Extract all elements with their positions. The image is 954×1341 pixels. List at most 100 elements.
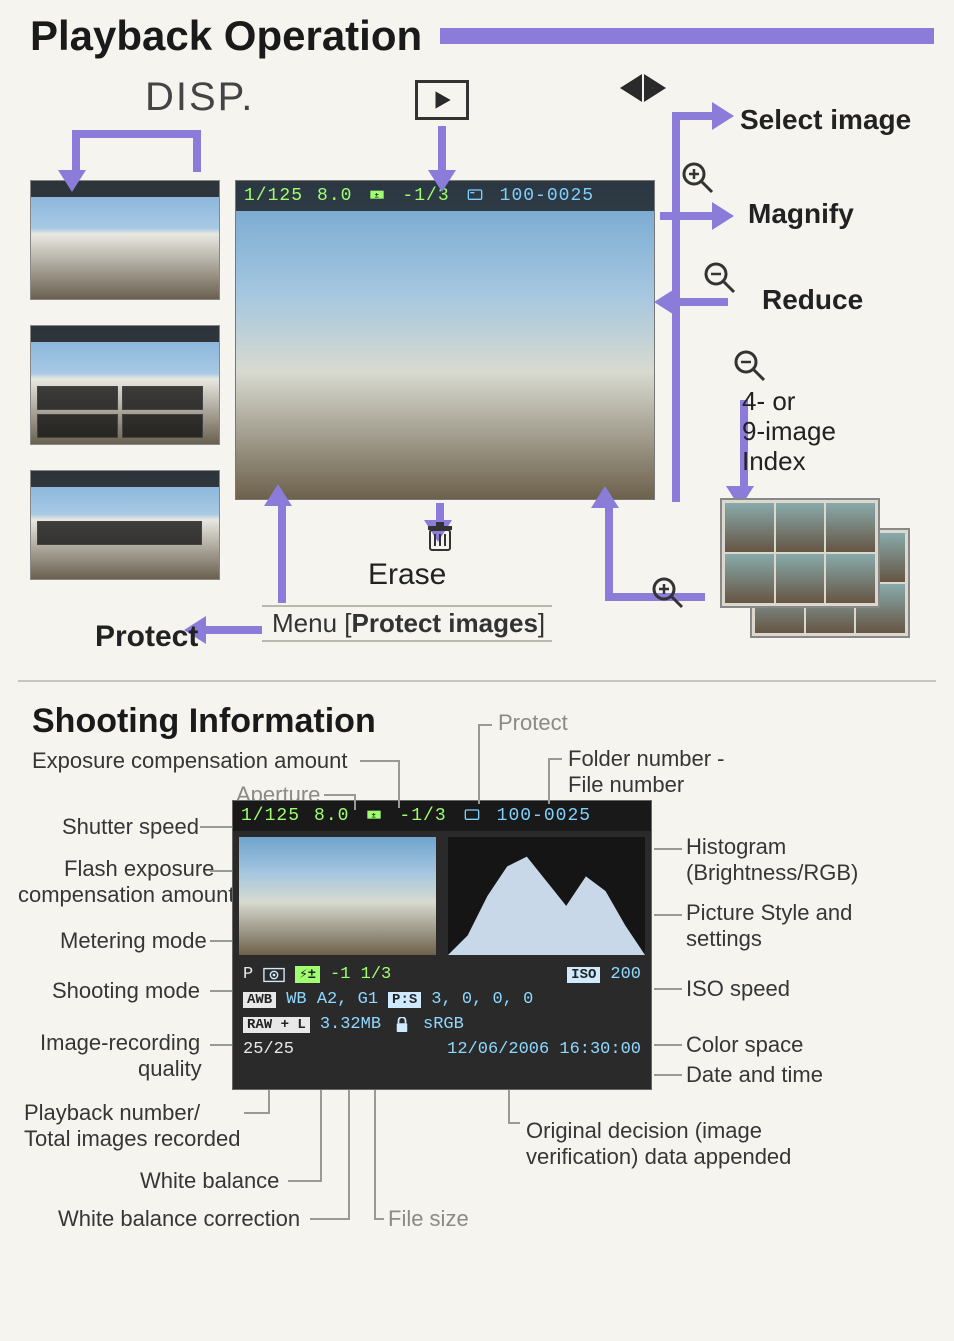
lead-folderfile-h — [548, 758, 562, 760]
iso-box: ISO — [567, 967, 600, 983]
arrowhead-disp — [58, 170, 86, 192]
index-magnify-icon[interactable] — [650, 575, 686, 611]
lead-wb-v — [320, 1090, 322, 1182]
arrowhead-select — [712, 102, 734, 130]
lead-cspace — [654, 1044, 682, 1046]
info-wbshift: WB A2, G1 — [286, 990, 378, 1009]
prev-icon[interactable] — [620, 74, 642, 102]
disp-label: DISP. — [145, 75, 254, 120]
lead-wbcorr-h — [310, 1218, 350, 1220]
co-orig2: verification) data appended — [526, 1144, 791, 1170]
info-mode: P — [243, 965, 253, 984]
nav-arrows[interactable] — [620, 74, 666, 102]
svg-text:±: ± — [375, 192, 380, 200]
playback-title: Playback Operation — [30, 12, 440, 60]
info-aperture: 8.0 — [314, 806, 349, 826]
arrowhead-reduce — [654, 288, 676, 316]
shooting-title: Shooting Information — [32, 702, 376, 741]
label-reduce: Reduce — [762, 284, 863, 316]
co-expcomp: Exposure compensation amount — [32, 748, 348, 774]
lead-aperture-v — [354, 794, 356, 810]
co-wbcorr: White balance correction — [58, 1206, 300, 1232]
index-icon[interactable] — [732, 348, 768, 384]
arrow-protect-h — [202, 626, 262, 634]
arrow-disp-v — [72, 130, 80, 174]
next-icon[interactable] — [644, 74, 666, 102]
co-datetime: Date and time — [686, 1062, 823, 1088]
co-metering: Metering mode — [60, 928, 207, 954]
svg-text:±: ± — [372, 812, 377, 820]
lead-expcomp-h — [360, 760, 400, 762]
co-pic1: Picture Style and — [686, 900, 852, 926]
quality-box: RAW + L — [243, 1017, 310, 1033]
flash-ev-box: ⚡± — [295, 966, 320, 983]
lead-iso — [654, 988, 682, 990]
co-shootmode: Shooting mode — [52, 978, 200, 1004]
thumb-basic — [30, 180, 220, 300]
lead-quality — [210, 1044, 232, 1046]
lock-icon — [391, 1017, 413, 1033]
co-flash1: Flash exposure — [64, 856, 214, 882]
arrow-play-to-main — [438, 126, 446, 174]
play-icon[interactable] — [415, 80, 469, 120]
info-size: 3.32MB — [320, 1015, 381, 1034]
info-picstyle: 3, 0, 0, 0 — [431, 990, 533, 1009]
arrow-index-v — [605, 505, 613, 595]
lead-shutter — [200, 826, 232, 828]
arrow-magnify — [660, 212, 716, 220]
metering-icon — [263, 967, 285, 983]
arrowhead-play — [428, 170, 456, 192]
info-folderfile: 100-0025 — [497, 806, 591, 826]
lead-folderfile-v — [548, 758, 550, 804]
label-index-2: 9-image — [742, 416, 836, 447]
co-protect: Protect — [498, 710, 568, 736]
co-colorspace: Color space — [686, 1032, 803, 1058]
ev-icon: ± — [366, 188, 388, 204]
co-pic2: settings — [686, 926, 762, 952]
osd-shutter: 1/125 — [244, 186, 303, 206]
lead-pic — [654, 914, 682, 916]
info-iso: 200 — [610, 965, 641, 984]
lead-histo — [654, 848, 682, 850]
co-histo1: Histogram — [686, 834, 786, 860]
co-playnum2: Total images recorded — [24, 1126, 240, 1152]
protect-menu: Menu [Protect images] — [272, 608, 545, 639]
label-erase: Erase — [368, 558, 446, 592]
magnify-minus-icon[interactable] — [702, 260, 738, 296]
co-histo2: (Brightness/RGB) — [686, 860, 858, 886]
lead-orig-h — [508, 1122, 520, 1124]
co-flash2: compensation amount — [18, 882, 234, 908]
label-magnify: Magnify — [748, 198, 854, 230]
protect-menu-underline — [262, 605, 552, 607]
thumb-histogram — [30, 325, 220, 445]
card-icon — [464, 188, 486, 204]
co-iso: ISO speed — [686, 976, 790, 1002]
co-quality2: quality — [138, 1056, 202, 1082]
index-stack — [720, 498, 920, 658]
arrowhead-protect-up — [264, 484, 292, 506]
info-shutter: 1/125 — [241, 806, 300, 826]
lead-date — [654, 1074, 682, 1076]
lead-filesize-v — [374, 1090, 376, 1220]
co-wb: White balance — [140, 1168, 279, 1194]
osd-folderfile: 100-0025 — [500, 186, 594, 206]
label-protect: Protect — [95, 620, 198, 654]
protect-menu-suffix: ] — [538, 608, 545, 638]
magnify-plus-icon[interactable] — [680, 160, 716, 196]
protect-menu-prefix: Menu [ — [272, 608, 352, 638]
info-ev: -1/3 — [399, 806, 446, 826]
lead-wb-h — [288, 1180, 322, 1182]
co-folder2: File number — [568, 772, 684, 798]
trash-icon[interactable] — [426, 522, 454, 552]
arrow-protect-v — [278, 503, 286, 603]
co-shutter: Shutter speed — [62, 814, 199, 840]
lead-flash — [210, 870, 232, 872]
lead-wbcorr-v — [348, 1090, 350, 1220]
protect-menu-bold: Protect images — [352, 608, 538, 638]
co-orig1: Original decision (image — [526, 1118, 762, 1144]
info-count: 25/25 — [243, 1040, 294, 1059]
arrowhead-magnify — [712, 202, 734, 230]
info-histogram — [448, 837, 645, 955]
lead-playnum-v — [268, 1090, 270, 1114]
info-ev-icon: ± — [363, 808, 385, 824]
